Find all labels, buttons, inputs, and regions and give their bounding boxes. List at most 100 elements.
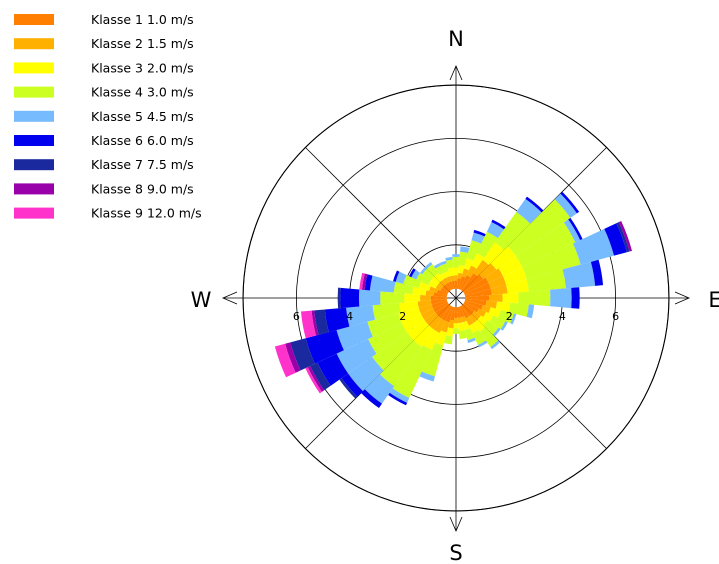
wind-segment-240-class-2 [421, 308, 436, 321]
axis-arrowhead [449, 64, 463, 81]
wind-segment-250-class-3 [398, 307, 422, 324]
wind-segment-0-class-2 [454, 275, 458, 281]
wind-segment-310-class-4 [422, 268, 435, 281]
wind-segment-230-class-2 [424, 312, 439, 326]
wind-segment-170-class-2 [457, 317, 463, 324]
wind-segment-290-class-6 [393, 270, 400, 282]
wind-segment-240-class-7 [310, 362, 331, 391]
wind-segment-10-class-1 [456, 278, 462, 290]
wind-segment-250-class-4 [367, 313, 402, 337]
wind-segment-350-class-2 [450, 275, 455, 282]
wind-segment-340-class-1 [448, 281, 454, 290]
wind-segment-320-class-3 [434, 272, 444, 283]
wind-segment-150-class-1 [459, 305, 469, 319]
legend-swatch [14, 159, 54, 171]
wind-segment-240-class-5 [336, 339, 377, 374]
legend-label: Klasse 2 1.5 m/s [91, 36, 194, 51]
wind-segment-300-class-6 [408, 268, 416, 278]
wind-segment-220-class-3 [413, 325, 434, 348]
wind-segment-290-class-2 [429, 286, 438, 293]
wind-segment-200-class-2 [440, 320, 450, 333]
compass-west-label: W [191, 288, 212, 312]
wind-segment-350-class-1 [451, 280, 456, 290]
wind-segment-290-class-1 [436, 289, 448, 296]
wind-segment-330-class-2 [443, 277, 449, 284]
wind-segment-160-class-3 [462, 320, 471, 331]
wind-segment-130-class-1 [462, 303, 475, 314]
wind-segment-70-class-5 [572, 228, 615, 265]
wind-segment-110-class-1 [464, 300, 483, 310]
wind-segment-260-class-4 [372, 302, 401, 320]
wind-segment-60-class-6 [568, 217, 583, 241]
wind-segment-110-class-5 [510, 313, 517, 325]
wind-segment-90-class-3 [502, 292, 519, 304]
wind-segment-290-class-3 [418, 281, 431, 291]
radial-tick-label: 2 [506, 310, 513, 323]
wind-segment-70-class-6 [604, 223, 627, 256]
wind-segment-150-class-5 [477, 340, 488, 348]
wind-segment-160-class-5 [467, 337, 476, 343]
wind-segment-40-class-3 [482, 242, 504, 266]
wind-segment-20-class-2 [461, 268, 469, 278]
wind-segment-230-class-4 [372, 332, 414, 371]
wind-segment-150-class-3 [468, 323, 479, 333]
wind-segment-240-class-1 [433, 301, 449, 313]
wind-segment-0-class-5 [452, 254, 460, 257]
wind-segment-330-class-3 [439, 272, 447, 280]
wind-segment-40-class-6 [525, 196, 544, 213]
wind-segment-40-class-4 [494, 211, 531, 251]
radial-tick-label: 6 [293, 310, 300, 323]
wind-segment-130-class-5 [492, 327, 501, 337]
wind-segment-60-class-4 [515, 222, 576, 268]
wind-segment-280-class-5 [369, 275, 396, 293]
wind-segment-270-class-5 [358, 289, 381, 307]
wind-segment-240-class-4 [368, 323, 407, 354]
wind-segment-200-class-1 [445, 306, 454, 323]
wind-segment-70-class-3 [503, 267, 527, 285]
wind-segment-190-class-4 [443, 335, 453, 345]
legend-swatch [14, 135, 54, 146]
wind-segment-20-class-1 [458, 276, 466, 290]
legend-swatch [14, 14, 54, 25]
wind-segment-10-class-5 [460, 246, 470, 254]
wind-segment-270-class-7 [337, 287, 341, 309]
wind-segment-20-class-5 [471, 232, 485, 244]
wind-segment-0-class-4 [452, 256, 460, 268]
wind-segment-100-class-2 [485, 300, 498, 309]
wind-segment-270-class-2 [420, 294, 431, 302]
wind-segment-320-class-4 [426, 264, 439, 277]
legend-label: Klasse 9 12.0 m/s [91, 206, 202, 221]
wind-segment-140-class-5 [490, 340, 501, 350]
wind-segment-310-class-3 [430, 276, 441, 286]
wind-segment-260-class-6 [324, 307, 350, 333]
legend: Klasse 1 1.0 m/s Klasse 2 1.5 m/s Klasse 3… [14, 12, 202, 221]
wind-segment-80-class-5 [562, 261, 596, 289]
radial-tick-label: 2 [399, 310, 406, 323]
wind-segment-210-class-1 [441, 305, 453, 321]
wind-segment-110-class-3 [488, 307, 501, 318]
wind-segment-170-class-1 [456, 306, 462, 318]
wind-segment-340-class-2 [446, 276, 452, 283]
wind-segment-320-class-2 [440, 279, 447, 286]
wind-segment-50-class-5 [554, 193, 577, 218]
wind-segment-50-class-1 [462, 274, 484, 293]
wind-segment-180-class-1 [454, 307, 458, 318]
axis-arrowhead [674, 291, 691, 305]
wind-segment-310-class-2 [437, 282, 444, 289]
legend-label: Klasse 3 2.0 m/s [91, 60, 194, 75]
wind-segment-220-class-6 [361, 389, 383, 409]
legend-label: Klasse 1 1.0 m/s [91, 12, 194, 27]
wind-segment-280-class-8 [361, 273, 368, 291]
wind-segment-220-class-1 [438, 304, 451, 319]
wind-segment-280-class-1 [433, 292, 448, 298]
legend-swatch [14, 38, 54, 50]
wind-segment-210-class-2 [433, 318, 446, 333]
wind-segment-280-class-2 [425, 290, 435, 297]
wind-segment-320-class-5 [424, 262, 433, 269]
wind-segment-260-class-5 [346, 305, 376, 327]
wind-segment-0-class-1 [454, 280, 458, 289]
axis-labels: N S W E 2 2 4 4 6 6 [191, 27, 719, 564]
wind-segment-200-class-3 [435, 330, 447, 346]
wind-segment-250-class-1 [431, 300, 448, 309]
